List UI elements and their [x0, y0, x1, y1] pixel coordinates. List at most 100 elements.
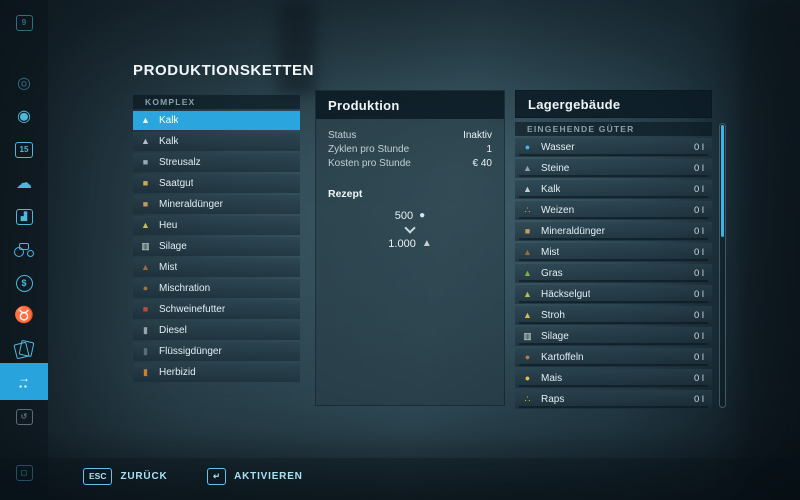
storage-row[interactable]: ▲ Stroh 0 l	[515, 306, 712, 325]
garage-icon: 9	[15, 15, 33, 31]
production-chain-label: Mist	[159, 262, 178, 273]
costs-value: € 40	[472, 158, 492, 169]
storage-row[interactable]: ∴ Raps 0 l	[515, 390, 712, 409]
goods-amount: 0 l	[693, 289, 704, 300]
sidebar-item-animals[interactable]: ♉	[0, 299, 48, 333]
sidebar-item-production-chains[interactable]: → ▪▪	[0, 363, 48, 400]
goods-label: Häckselgut	[541, 289, 591, 300]
storage-panel-title: Lagergebäude	[528, 96, 621, 112]
goods-label: Mineraldünger	[541, 226, 605, 237]
production-chain-label: Flüssigdünger	[159, 346, 222, 357]
contracts-icon	[15, 341, 34, 358]
production-chain-row[interactable]: ■ Mineraldünger	[133, 195, 300, 214]
production-chain-row[interactable]: ▲ Kalk	[133, 132, 300, 151]
sidebar-item-finances[interactable]: $	[0, 266, 48, 300]
storage-row[interactable]: ▲ Steine 0 l	[515, 159, 712, 178]
goods-label: Wasser	[541, 142, 575, 153]
production-panel-title: Produktion	[328, 97, 400, 113]
status-row: Status Inaktiv	[328, 129, 492, 143]
silage-icon: ▥	[141, 241, 150, 251]
goods-label: Mais	[541, 373, 563, 384]
production-chain-row[interactable]: ▲ Kalk	[133, 111, 300, 130]
production-chain-label: Streusalz	[159, 157, 201, 168]
production-chain-row[interactable]: ▥ Silage	[133, 237, 300, 256]
diesel-canister-icon: ▮	[143, 325, 148, 335]
sidebar-item-statistics[interactable]: ▟	[0, 200, 48, 234]
goods-amount: 0 l	[693, 226, 704, 237]
lime-icon: ▲	[523, 184, 532, 194]
goods-amount: 0 l	[693, 205, 704, 216]
production-chain-row[interactable]: ■ Saatgut	[133, 174, 300, 193]
costs-row: Kosten pro Stunde € 40	[328, 157, 492, 171]
storage-scrollbar-thumb[interactable]	[721, 125, 724, 237]
production-chain-label: Herbizid	[159, 367, 196, 378]
production-chain-label: Kalk	[159, 115, 179, 126]
lime-icon: ▲	[141, 136, 150, 146]
production-chain-row[interactable]: ■ Schweinefutter	[133, 300, 300, 319]
production-chain-list: ▲ Kalk ▲ Kalk ■ Streusalz ■ Saatgut ■ Mi…	[133, 111, 300, 382]
sidebar-item-vehicles[interactable]	[0, 233, 48, 267]
fertilizer-bag-icon: ■	[142, 199, 149, 209]
goods-label: Kartoffeln	[541, 352, 584, 363]
sidebar: 9 ◎ ◉ 15 ☁ ▟ $ ♉ → ▪▪	[0, 0, 48, 500]
goods-label: Silage	[541, 331, 569, 342]
sidebar-item-weather[interactable]: ☁	[0, 167, 48, 201]
storage-row[interactable]: ▲ Mist 0 l	[515, 243, 712, 262]
seeds-bag-icon: ■	[142, 178, 149, 188]
hay-icon: ▲	[141, 220, 150, 230]
production-detail-panel: Produktion Status Inaktiv Zyklen pro Stu…	[315, 90, 505, 406]
production-chain-row[interactable]: ▲ Heu	[133, 216, 300, 235]
production-chain-row[interactable]: ▮ Flüssigdünger	[133, 342, 300, 361]
production-chain-row[interactable]: ■ Streusalz	[133, 153, 300, 172]
fertilizer-bag-icon: ■	[524, 226, 531, 236]
production-chain-label: Mineraldünger	[159, 199, 223, 210]
stones-icon: ▲	[523, 163, 532, 173]
production-chain-row[interactable]: ▮ Herbizid	[133, 363, 300, 382]
sidebar-item-map[interactable]: ◎	[0, 67, 48, 101]
sidebar-item-help[interactable]: ↺	[0, 400, 48, 434]
storage-row[interactable]: ▥ Silage 0 l	[515, 327, 712, 346]
sidebar-item-driving[interactable]: ◉	[0, 100, 48, 134]
recipe-output-amount: 1.000	[388, 238, 416, 250]
wheat-icon: ∴	[524, 205, 531, 215]
goods-label: Mist	[541, 247, 560, 258]
goods-label: Stroh	[541, 310, 565, 321]
corn-icon: ●	[524, 373, 531, 383]
storage-row[interactable]: ■ Mineraldünger 0 l	[515, 222, 712, 241]
lime-icon: ▲	[141, 115, 150, 125]
storage-row[interactable]: ● Mais 0 l	[515, 369, 712, 388]
herbicide-icon: ▮	[143, 367, 148, 377]
storage-row[interactable]: ▲ Häckselgut 0 l	[515, 285, 712, 304]
storage-area: Lagergebäude EINGEHENDE GÜTER ● Wasser 0…	[515, 90, 728, 409]
production-chain-row[interactable]: ● Mischration	[133, 279, 300, 298]
goods-label: Steine	[541, 163, 570, 174]
salt-bag-icon: ■	[142, 157, 149, 167]
goods-amount: 0 l	[693, 373, 704, 384]
storage-row[interactable]: ▲ Kalk 0 l	[515, 180, 712, 199]
calendar-icon: 15	[15, 142, 33, 158]
sidebar-key-hint: ◻	[0, 456, 48, 490]
storage-row[interactable]: ● Wasser 0 l	[515, 138, 712, 157]
goods-amount: 0 l	[693, 352, 704, 363]
goods-amount: 0 l	[693, 394, 704, 405]
manure-icon: ▲	[523, 247, 532, 257]
water-icon: ●	[524, 142, 531, 152]
manure-icon: ▲	[141, 262, 150, 272]
goods-amount: 0 l	[693, 268, 704, 279]
storage-row[interactable]: ● Kartoffeln 0 l	[515, 348, 712, 367]
storage-scrollbar-track[interactable]	[719, 123, 726, 408]
status-label: Status	[328, 130, 357, 141]
activate-button[interactable]: ↵ AKTIVIEREN	[207, 468, 303, 485]
storage-row[interactable]: ▲ Gras 0 l	[515, 264, 712, 283]
sidebar-item-calendar[interactable]: 15	[0, 133, 48, 167]
pig-food-bag-icon: ■	[142, 304, 149, 314]
map-icon: ◎	[17, 75, 31, 92]
sidebar-item-contracts[interactable]	[0, 332, 48, 366]
back-button[interactable]: ESC ZURÜCK	[83, 468, 168, 485]
production-chain-row[interactable]: ▲ Mist	[133, 258, 300, 277]
sidebar-item-garage[interactable]: 9	[0, 6, 48, 40]
storage-row[interactable]: ∴ Weizen 0 l	[515, 201, 712, 220]
goods-amount: 0 l	[693, 163, 704, 174]
production-chain-row[interactable]: ▮ Diesel	[133, 321, 300, 340]
silage-icon: ▥	[523, 331, 532, 341]
